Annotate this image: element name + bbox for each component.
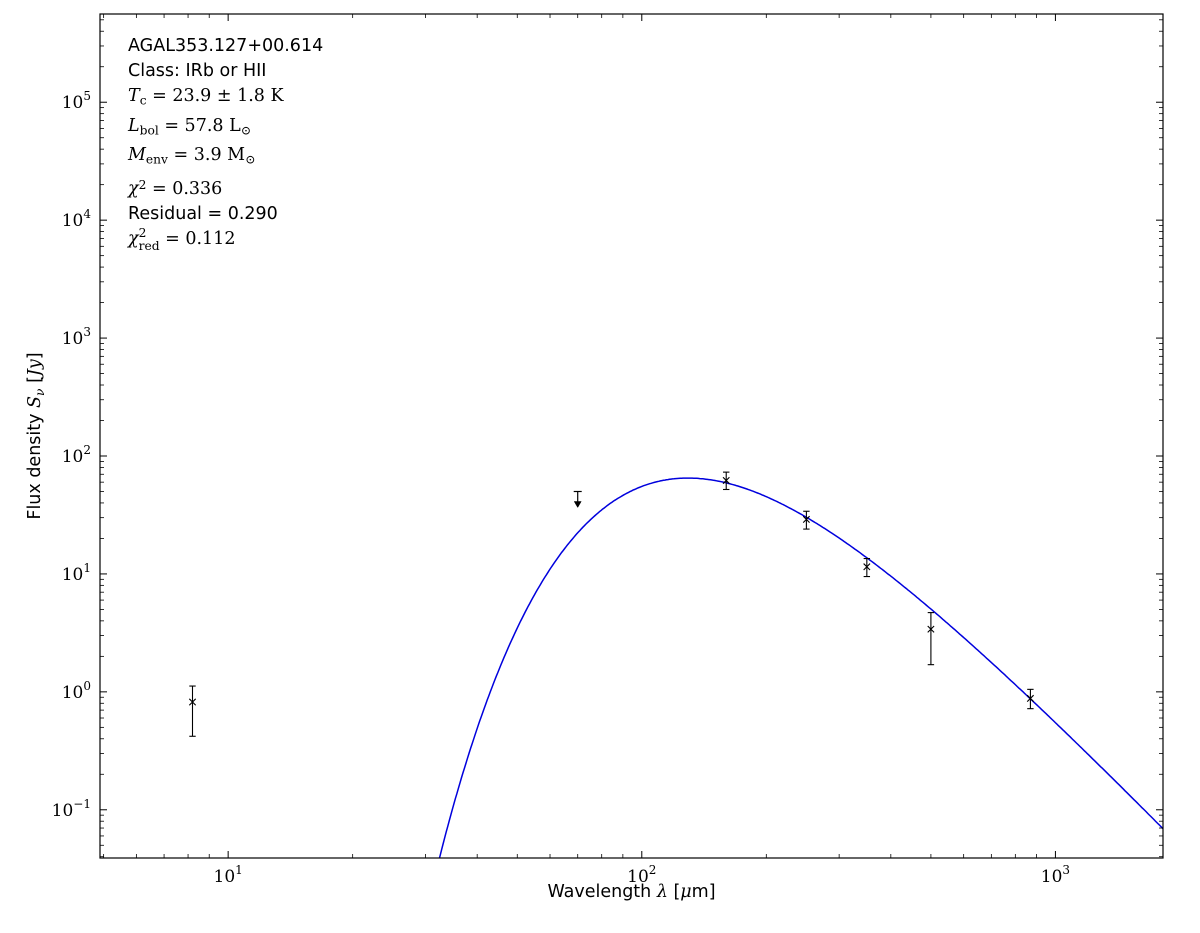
y-tick-label: 104 — [62, 207, 92, 231]
plot-border — [99, 13, 1164, 859]
x-tick-label: 103 — [1041, 863, 1070, 887]
data-point — [802, 510, 810, 530]
annotation-classification: Class: IRb or HII — [128, 61, 267, 81]
data-point — [722, 471, 730, 491]
data-point — [188, 685, 197, 737]
annotation-envelope-mass: Menv = 3.9 M⊙ — [128, 145, 256, 168]
annotation-residual: Residual = 0.290 — [128, 204, 278, 225]
annotation-dust-temperature: Tc = 23.9 ± 1.8 K — [128, 86, 284, 108]
y-tick-label: 103 — [62, 325, 91, 349]
y-tick-label: 100 — [62, 679, 91, 703]
fit-curve — [438, 477, 1163, 858]
y-tick-label: 102 — [62, 443, 91, 467]
annotation-chi-squared: χ2 = 0.336 — [128, 178, 223, 200]
y-tick-label: 101 — [62, 561, 91, 585]
y-tick-label: 105 — [62, 89, 91, 113]
x-tick-label: 101 — [214, 863, 243, 887]
y-axis-label: Flux density Sν [Jy] — [25, 352, 47, 520]
annotation-reduced-chi-squared: χ 2 red = 0.112 — [128, 226, 236, 254]
annotation-source-name: AGAL353.127+00.614 — [128, 36, 324, 56]
data-point — [1026, 688, 1034, 710]
data-point — [863, 558, 871, 578]
x-tick-label: 102 — [627, 863, 656, 887]
data-point — [927, 612, 935, 666]
x-axis-label: Wavelength λ [μm] — [547, 882, 716, 902]
upper-limit-marker — [573, 490, 582, 508]
annotation-bolometric-luminosity: Lbol = 57.8 L⊙ — [128, 115, 251, 138]
y-tick-label: 10−1 — [52, 797, 91, 821]
annotation-block: AGAL353.127+00.614 Class: IRb or HII Tc = … — [128, 34, 323, 253]
